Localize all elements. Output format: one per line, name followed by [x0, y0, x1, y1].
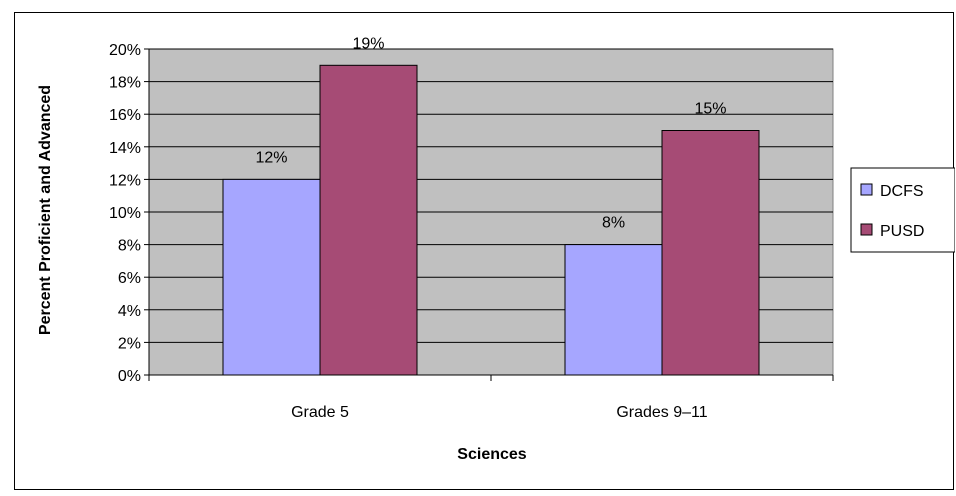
y-tick-label: 8%: [118, 238, 141, 255]
data-label: 8%: [602, 215, 625, 232]
data-label: 19%: [352, 35, 384, 52]
bars: [222, 64, 760, 376]
y-tick-label: 12%: [109, 172, 141, 189]
y-tick-label: 14%: [109, 140, 141, 157]
y-tick-label: 16%: [109, 107, 141, 124]
x-tick-label: Grade 5: [291, 404, 349, 421]
x-axis-title: Sciences: [457, 446, 526, 463]
y-tick-label: 2%: [118, 335, 141, 352]
legend: DCFS PUSD: [850, 167, 956, 253]
y-tick-label: 18%: [109, 75, 141, 92]
chart-frame: 0% 2% 4% 6% 8% 10% 12% 14% 16% 18% 20% Grade 5 Grad…: [14, 12, 956, 490]
y-tick-label: 4%: [118, 303, 141, 320]
x-tick-label: Grades 9–11: [616, 404, 707, 421]
y-tick-label: 6%: [118, 270, 141, 287]
bar-dcfs-0: [222, 178, 321, 376]
data-label: 15%: [694, 101, 726, 118]
legend-label-pusd: PUSD: [880, 223, 924, 240]
data-labels: 12% 8% 19% 15%: [255, 35, 726, 231]
y-tick-label: 10%: [109, 205, 141, 222]
data-label: 12%: [255, 149, 287, 166]
bar-dcfs-1: [564, 244, 663, 376]
y-tick-label: 20%: [109, 42, 141, 59]
legend-swatch-dcfs: [860, 183, 873, 196]
legend-box: [850, 167, 956, 253]
y-axis-title: Percent Proficient and Advanced: [37, 85, 54, 335]
y-axis: 0% 2% 4% 6% 8% 10% 12% 14% 16% 18% 20%: [109, 42, 150, 385]
bar-chart: 0%2%4%6%8%10%12%14%16%18%20% Grade 5 Grad…: [37, 35, 956, 463]
bar-pusd-0: [319, 64, 418, 376]
y-tick-label: 0%: [118, 368, 141, 385]
legend-label-dcfs: DCFS: [880, 183, 924, 200]
x-axis: Grade 5 Grades 9–11: [148, 374, 834, 421]
legend-swatch-pusd: [860, 223, 873, 236]
bar-pusd-1: [661, 130, 760, 376]
